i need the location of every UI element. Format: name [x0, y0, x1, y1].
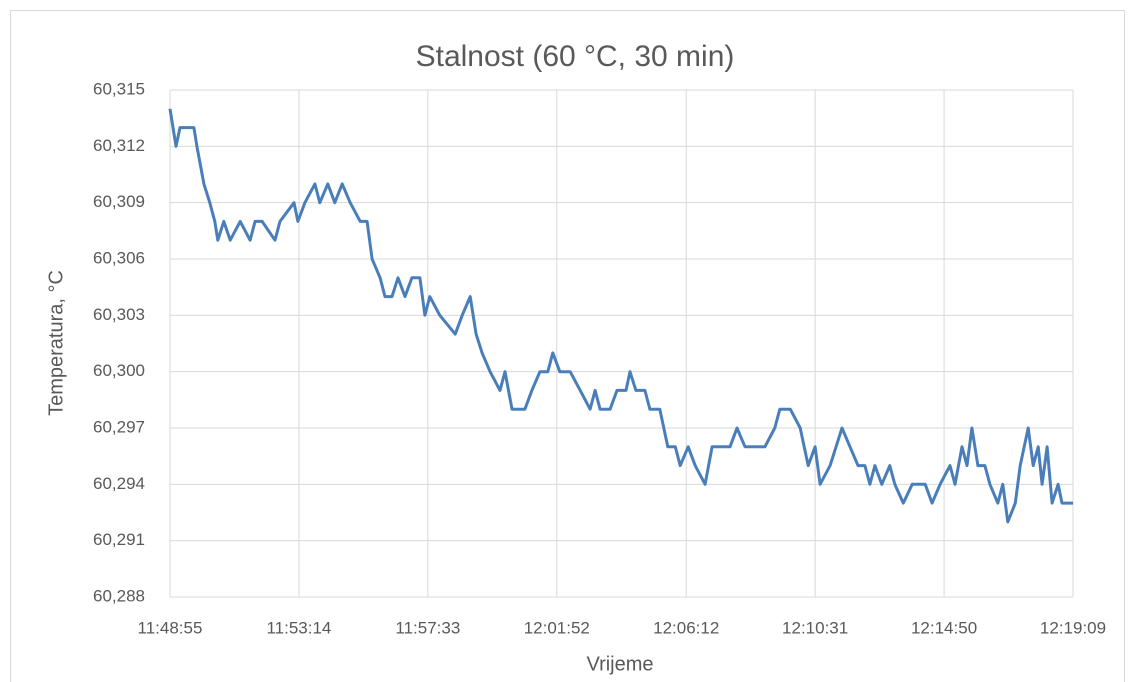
- chart-border: [10, 10, 1125, 682]
- y-tick-label: 60,288: [93, 586, 145, 605]
- y-tick-label: 60,306: [93, 248, 145, 267]
- x-tick-label: 11:48:55: [138, 618, 203, 637]
- x-tick-label: 11:57:33: [395, 618, 460, 637]
- y-tick-label: 60,309: [93, 192, 145, 211]
- y-tick-label: 60,315: [93, 79, 145, 98]
- y-tick-label: 60,300: [93, 361, 145, 380]
- x-tick-label: 11:53:14: [266, 618, 331, 637]
- x-tick-label: 12:19:09: [1040, 618, 1106, 637]
- x-tick-label: 12:14:50: [911, 618, 977, 637]
- y-tick-label: 60,294: [93, 474, 145, 493]
- y-tick-label: 60,303: [93, 305, 145, 324]
- y-tick-label: 60,291: [93, 530, 145, 549]
- y-axis-title: Temperatura, °C: [45, 270, 67, 416]
- x-tick-label: 12:06:12: [653, 618, 719, 637]
- x-tick-label: 12:01:52: [524, 618, 590, 637]
- x-axis-title: Vrijeme: [586, 653, 653, 675]
- data-line: [168, 108, 1073, 524]
- y-tick-label: 60,312: [93, 136, 145, 155]
- y-tick-label: 60,297: [93, 417, 145, 436]
- chart-title: Stalnost (60 °C, 30 min): [416, 40, 735, 73]
- x-tick-label: 12:10:31: [782, 618, 848, 637]
